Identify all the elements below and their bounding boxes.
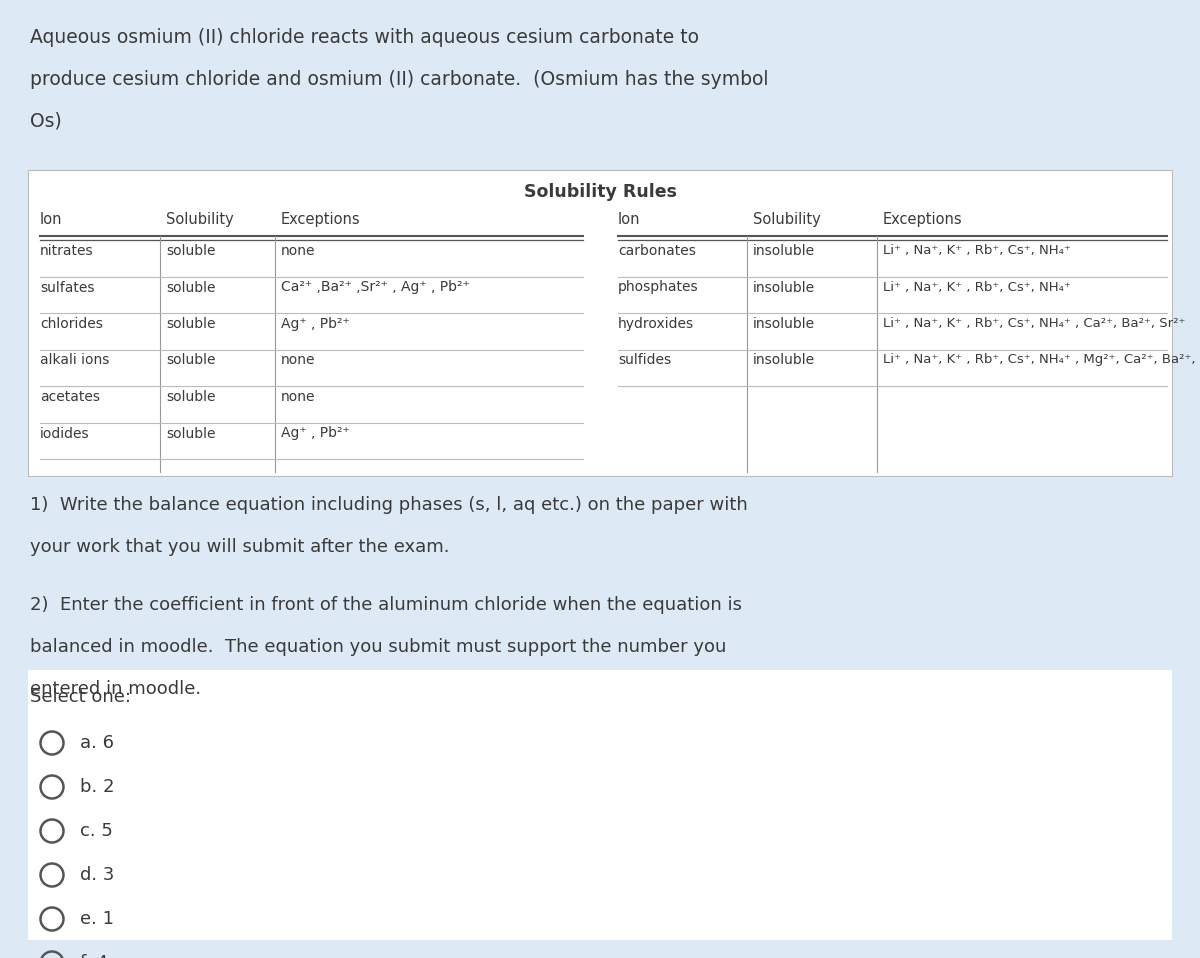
Text: soluble: soluble — [166, 281, 216, 294]
Text: Aqueous osmium (II) chloride reacts with aqueous cesium carbonate to: Aqueous osmium (II) chloride reacts with… — [30, 28, 698, 47]
Text: hydroxides: hydroxides — [618, 317, 694, 331]
Text: Ion: Ion — [618, 212, 641, 227]
Text: none: none — [281, 244, 316, 258]
Text: Li⁺ , Na⁺, K⁺ , Rb⁺, Cs⁺, NH₄⁺: Li⁺ , Na⁺, K⁺ , Rb⁺, Cs⁺, NH₄⁺ — [883, 281, 1070, 293]
Text: Li⁺ , Na⁺, K⁺ , Rb⁺, Cs⁺, NH₄⁺ , Ca²⁺, Ba²⁺, Sr²⁺: Li⁺ , Na⁺, K⁺ , Rb⁺, Cs⁺, NH₄⁺ , Ca²⁺, B… — [883, 317, 1186, 330]
Text: sulfides: sulfides — [618, 354, 671, 368]
Text: soluble: soluble — [166, 354, 216, 368]
FancyBboxPatch shape — [28, 670, 1172, 940]
Text: sulfates: sulfates — [40, 281, 95, 294]
FancyBboxPatch shape — [28, 170, 1172, 476]
Text: soluble: soluble — [166, 317, 216, 331]
Text: Solubility Rules: Solubility Rules — [523, 183, 677, 201]
Text: Exceptions: Exceptions — [281, 212, 361, 227]
Text: Ag⁺ , Pb²⁺: Ag⁺ , Pb²⁺ — [281, 317, 349, 331]
Text: Li⁺ , Na⁺, K⁺ , Rb⁺, Cs⁺, NH₄⁺: Li⁺ , Na⁺, K⁺ , Rb⁺, Cs⁺, NH₄⁺ — [883, 244, 1070, 257]
Text: Solubility: Solubility — [166, 212, 234, 227]
Text: none: none — [281, 354, 316, 368]
Text: 1)  Write the balance equation including phases (s, l, aq etc.) on the paper wit: 1) Write the balance equation including … — [30, 496, 748, 514]
Text: balanced in moodle.  The equation you submit must support the number you: balanced in moodle. The equation you sub… — [30, 638, 726, 656]
Text: iodides: iodides — [40, 426, 90, 441]
Text: Solubility: Solubility — [754, 212, 821, 227]
Text: chlorides: chlorides — [40, 317, 103, 331]
Text: d. 3: d. 3 — [80, 866, 114, 884]
Text: carbonates: carbonates — [618, 244, 696, 258]
Text: entered in moodle.: entered in moodle. — [30, 680, 202, 698]
Text: f. 4: f. 4 — [80, 954, 108, 958]
Text: none: none — [281, 390, 316, 404]
Text: insoluble: insoluble — [754, 281, 815, 294]
Text: c. 5: c. 5 — [80, 822, 113, 840]
Text: insoluble: insoluble — [754, 317, 815, 331]
Text: soluble: soluble — [166, 244, 216, 258]
Text: insoluble: insoluble — [754, 244, 815, 258]
Text: insoluble: insoluble — [754, 354, 815, 368]
Text: soluble: soluble — [166, 390, 216, 404]
Text: 2)  Enter the coefficient in front of the aluminum chloride when the equation is: 2) Enter the coefficient in front of the… — [30, 596, 742, 614]
Text: produce cesium chloride and osmium (II) carbonate.  (Osmium has the symbol: produce cesium chloride and osmium (II) … — [30, 70, 768, 89]
Text: Select one:: Select one: — [30, 688, 131, 706]
Text: Ag⁺ , Pb²⁺: Ag⁺ , Pb²⁺ — [281, 426, 349, 441]
Text: Os): Os) — [30, 112, 61, 131]
Text: a. 6: a. 6 — [80, 734, 114, 752]
Text: Exceptions: Exceptions — [883, 212, 962, 227]
Text: phosphates: phosphates — [618, 281, 698, 294]
Text: nitrates: nitrates — [40, 244, 94, 258]
Text: your work that you will submit after the exam.: your work that you will submit after the… — [30, 538, 450, 556]
Text: soluble: soluble — [166, 426, 216, 441]
Text: alkali ions: alkali ions — [40, 354, 109, 368]
Text: Li⁺ , Na⁺, K⁺ , Rb⁺, Cs⁺, NH₄⁺ , Mg²⁺, Ca²⁺, Ba²⁺, Sr²⁺: Li⁺ , Na⁺, K⁺ , Rb⁺, Cs⁺, NH₄⁺ , Mg²⁺, C… — [883, 354, 1200, 367]
Text: acetates: acetates — [40, 390, 100, 404]
Text: Ca²⁺ ,Ba²⁺ ,Sr²⁺ , Ag⁺ , Pb²⁺: Ca²⁺ ,Ba²⁺ ,Sr²⁺ , Ag⁺ , Pb²⁺ — [281, 281, 469, 294]
Text: Ion: Ion — [40, 212, 62, 227]
Text: e. 1: e. 1 — [80, 910, 114, 928]
Text: b. 2: b. 2 — [80, 778, 114, 796]
